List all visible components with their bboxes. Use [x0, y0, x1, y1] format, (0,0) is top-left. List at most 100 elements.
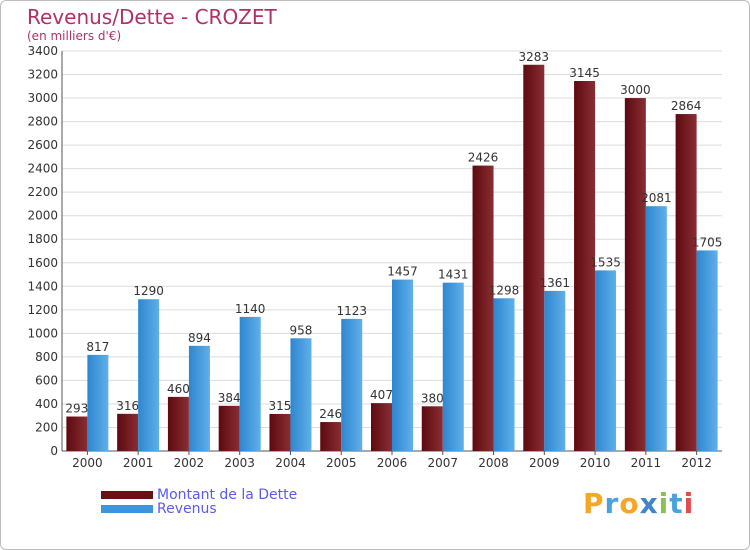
- data-label: 1298: [489, 283, 520, 297]
- legend-swatch-revenus: [101, 505, 153, 513]
- y-tick-label: 2800: [27, 115, 58, 129]
- bar-dette: [624, 98, 646, 451]
- data-label: 246: [319, 407, 342, 421]
- x-tick-label: 2010: [580, 456, 611, 470]
- y-tick-label: 2600: [27, 138, 58, 152]
- y-tick-label: 1800: [27, 232, 58, 246]
- x-tick-label: 2000: [72, 456, 103, 470]
- chart-subtitle: (en milliers d'€): [27, 29, 122, 43]
- bar-revenus: [341, 318, 363, 451]
- bar-revenus: [645, 206, 667, 451]
- data-label: 3283: [519, 50, 550, 64]
- x-tick-label: 2004: [275, 456, 306, 470]
- bar-revenus: [138, 299, 160, 451]
- bar-revenus: [188, 345, 210, 451]
- data-label: 1123: [336, 304, 367, 318]
- y-tick-label: 400: [35, 397, 58, 411]
- y-tick-label: 2200: [27, 185, 58, 199]
- y-tick-label: 1600: [27, 256, 58, 270]
- x-tick-label: 2012: [681, 456, 712, 470]
- bar-dette: [472, 165, 494, 451]
- bar-dette: [371, 403, 392, 451]
- y-tick-label: 600: [35, 373, 58, 387]
- data-label: 380: [421, 391, 444, 405]
- legend-label-revenus: Revenus: [157, 501, 217, 517]
- bar-dette: [167, 396, 189, 451]
- data-label: 2426: [468, 151, 499, 165]
- bar-dette: [675, 114, 697, 451]
- bar-revenus: [696, 250, 718, 451]
- legend-label-dette: Montant de la Dette: [157, 487, 298, 503]
- legend-item-dette: Montant de la Dette: [101, 487, 297, 503]
- bar-dette: [66, 416, 88, 451]
- x-tick-label: 2008: [478, 456, 509, 470]
- x-tick-label: 2005: [326, 456, 357, 470]
- x-tick-label: 2011: [631, 456, 662, 470]
- data-label: 3145: [569, 66, 600, 80]
- y-tick-label: 1200: [27, 303, 58, 317]
- logo-letter: o: [619, 487, 640, 520]
- bar-dette: [421, 406, 443, 451]
- bar-revenus: [87, 354, 109, 451]
- data-label: 1140: [235, 302, 266, 316]
- data-label: 316: [116, 399, 139, 413]
- logo-letter: x: [639, 487, 659, 520]
- data-label: 460: [167, 382, 190, 396]
- bar-dette: [218, 405, 240, 451]
- data-label: 1705: [692, 235, 723, 249]
- y-tick-label: 0: [50, 444, 58, 458]
- x-tick-label: 2009: [529, 456, 560, 470]
- data-label: 315: [269, 399, 292, 413]
- bar-revenus: [392, 279, 413, 451]
- y-tick-label: 1000: [27, 326, 58, 340]
- y-tick-label: 1400: [27, 279, 58, 293]
- data-label: 1290: [133, 284, 164, 298]
- bar-revenus: [544, 290, 566, 451]
- y-tick-label: 200: [35, 420, 58, 434]
- logo-letter: t: [669, 487, 684, 520]
- data-label: 894: [188, 331, 211, 345]
- x-tick-label: 2002: [174, 456, 205, 470]
- y-tick-label: 3200: [27, 68, 58, 82]
- data-label: 1431: [438, 268, 469, 282]
- logo-letter: P: [583, 487, 605, 520]
- bar-dette: [574, 81, 596, 451]
- data-label: 384: [218, 391, 241, 405]
- bar-revenus: [442, 282, 464, 451]
- data-label: 2081: [641, 191, 672, 205]
- data-label: 1361: [540, 276, 571, 290]
- chart-title: Revenus/Dette - CROZET: [27, 5, 277, 29]
- data-label: 2864: [671, 99, 702, 113]
- bar-revenus: [290, 338, 312, 451]
- data-label: 1535: [590, 255, 621, 269]
- data-label: 407: [370, 388, 393, 402]
- bar-dette: [523, 64, 545, 451]
- y-tick-label: 3400: [27, 44, 58, 58]
- x-tick-label: 2001: [123, 456, 154, 470]
- proxiti-logo: Proxiti: [583, 487, 694, 520]
- data-label: 293: [65, 402, 88, 416]
- logo-letter: i: [683, 487, 695, 520]
- bar-dette: [269, 413, 291, 451]
- bar-revenus: [239, 316, 261, 451]
- bar-revenus: [595, 270, 617, 451]
- logo-letter: r: [604, 487, 620, 520]
- data-label: 3000: [620, 83, 651, 97]
- bar-revenus: [493, 298, 515, 451]
- logo-letter: i: [658, 487, 670, 520]
- y-tick-label: 800: [35, 350, 58, 364]
- legend-item-revenus: Revenus: [101, 501, 217, 517]
- y-tick-label: 3000: [27, 91, 58, 105]
- x-tick-label: 2003: [224, 456, 255, 470]
- legend-swatch-dette: [101, 491, 153, 499]
- x-tick-label: 2007: [427, 456, 458, 470]
- bar-dette: [320, 422, 342, 451]
- y-tick-label: 2000: [27, 209, 58, 223]
- data-label: 1457: [387, 265, 418, 279]
- bar-dette: [117, 413, 139, 451]
- data-label: 817: [86, 340, 109, 354]
- x-tick-label: 2006: [377, 456, 408, 470]
- y-tick-label: 2400: [27, 162, 58, 176]
